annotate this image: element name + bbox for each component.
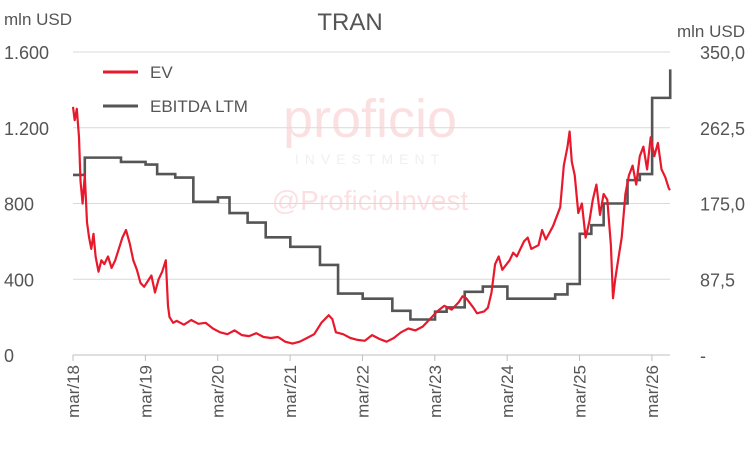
y-left-tick-label: 1.600 (4, 43, 49, 63)
watermark-handle: @ProficioInvest (272, 185, 469, 216)
watermark-brand: proficio (283, 89, 457, 149)
x-tick-label: mar/21 (281, 365, 300, 418)
x-tick-label: mar/18 (64, 365, 83, 418)
y-left-tick-label: 800 (4, 195, 34, 215)
plot-area (71, 69, 672, 345)
y-right-tick-label: 87,5 (700, 270, 735, 290)
y-right-tick-label: 350,0 (700, 43, 745, 63)
y-right-tick-label: 262,5 (700, 119, 745, 139)
x-tick-label: mar/25 (571, 365, 590, 418)
x-tick-label: mar/24 (498, 365, 517, 418)
y-right-tick-label: - (700, 346, 706, 366)
legend: EV EBITDA LTM (103, 63, 248, 116)
y-left-tick-label: 1.200 (4, 119, 49, 139)
series-line-ebitda-ltm (73, 69, 672, 321)
x-tick-label: mar/20 (209, 365, 228, 418)
right-axis-unit: mln USD (677, 22, 745, 41)
y-left-tick-label: 0 (4, 346, 14, 366)
x-tick-label: mar/23 (426, 365, 445, 418)
gridlines (73, 51, 670, 280)
x-tick-label: mar/19 (136, 365, 155, 418)
y-right-tick-label: 175,0 (700, 195, 745, 215)
y-left-tick-label: 400 (4, 270, 34, 290)
watermark-sub: INVESTMENT (295, 151, 445, 167)
x-tick-label: mar/26 (643, 365, 662, 418)
series-line-ev (71, 106, 671, 345)
x-tick-label: mar/22 (353, 365, 372, 418)
legend-label-ebitda: EBITDA LTM (150, 97, 248, 116)
axes: 1.600 1.200 800 400 0 350,0 262,5 175,0 87,5 - mar… (4, 43, 745, 418)
legend-label-ev: EV (150, 63, 173, 82)
watermark: proficio INVESTMENT @ProficioInvest (272, 89, 469, 216)
left-axis-unit: mln USD (4, 10, 72, 29)
chart-title: TRAN (317, 9, 382, 36)
